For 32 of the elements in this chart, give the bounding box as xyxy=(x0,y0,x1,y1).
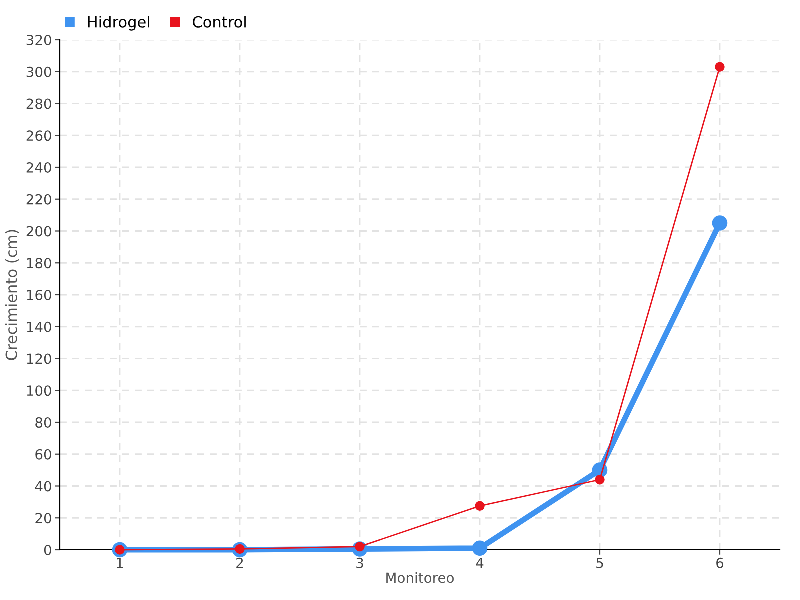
y-tick-label: 300 xyxy=(26,66,52,78)
y-tick-label: 140 xyxy=(27,322,52,332)
y-tick-label: 40 xyxy=(35,481,52,492)
y-tick-label: 80 xyxy=(36,417,52,428)
point xyxy=(595,475,605,485)
x-tick-label: 4 xyxy=(476,558,484,568)
y-tick-label: 160 xyxy=(27,290,52,300)
x-axis-title: Monitoreo xyxy=(386,572,454,584)
y-tick-label: 240 xyxy=(26,162,52,173)
point xyxy=(475,501,485,512)
x-tick-label: 5 xyxy=(596,558,604,568)
y-tick-label: 320 xyxy=(26,34,52,46)
point xyxy=(712,216,728,231)
x-tick-label: 3 xyxy=(356,558,364,568)
y-tick-label: 0 xyxy=(44,544,52,556)
y-axis-title: Crecimiento (cm) xyxy=(6,230,20,360)
legend-label: Control xyxy=(193,16,246,28)
legend-label: Hidrogel xyxy=(88,16,150,31)
y-tick-label: 100 xyxy=(27,386,52,396)
y-tick-label: 20 xyxy=(36,513,52,524)
y-tick-label: 200 xyxy=(26,226,52,237)
y-tick-label: 260 xyxy=(26,130,52,142)
x-tick-label: 6 xyxy=(716,558,724,568)
y-tick-label: 220 xyxy=(26,194,52,205)
x-tick-label: 2 xyxy=(236,558,244,568)
y-tick-label: 280 xyxy=(26,98,52,110)
y-tick-label: 120 xyxy=(27,354,52,364)
y-tick-label: 60 xyxy=(36,449,52,460)
point xyxy=(472,540,488,556)
y-tick-label: 180 xyxy=(27,258,52,269)
x-tick-label: 1 xyxy=(117,558,124,568)
point xyxy=(715,62,725,72)
